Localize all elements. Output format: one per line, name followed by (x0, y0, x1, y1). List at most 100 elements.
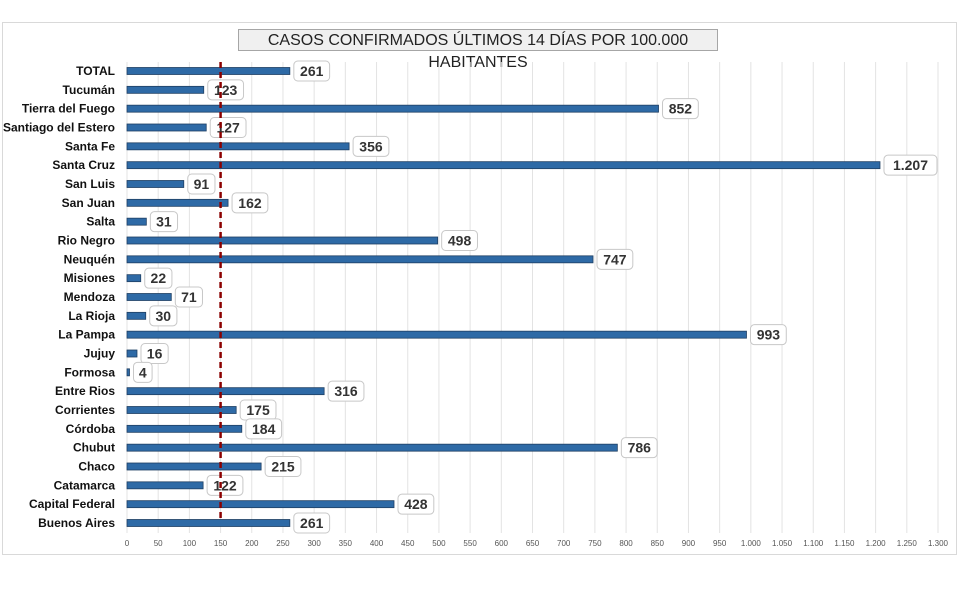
data-label: 852 (669, 101, 693, 117)
data-label: 428 (404, 496, 428, 512)
x-tick-label: 800 (619, 539, 633, 548)
data-label-box (749, 324, 787, 346)
x-tick-label: 600 (495, 539, 509, 548)
x-tick-label: 500 (432, 539, 446, 548)
data-label-box (245, 418, 283, 440)
chart-frame (2, 22, 957, 555)
data-label: 215 (271, 459, 295, 475)
data-label: 498 (448, 233, 472, 249)
data-label: 993 (757, 327, 781, 343)
data-label: 356 (359, 138, 383, 154)
category-label: Misiones (64, 271, 116, 285)
chart-title: CASOS CONFIRMADOS ÚLTIMOS 14 DÍAS POR 10… (238, 29, 718, 71)
category-label: Santa Fe (65, 139, 115, 153)
data-label: 261 (300, 515, 324, 531)
data-label: 1.207 (893, 157, 928, 173)
category-label: Chubut (73, 441, 115, 455)
x-tick-label: 300 (307, 539, 321, 548)
x-tick-label: 450 (401, 539, 415, 548)
x-tick-label: 650 (526, 539, 540, 548)
x-tick-label: 0 (125, 539, 130, 548)
data-label-box (209, 117, 247, 138)
data-label-box (174, 286, 203, 308)
category-label: Tierra del Fuego (22, 102, 115, 116)
category-label: Tucumán (63, 83, 115, 97)
data-label: 162 (238, 195, 262, 211)
bar (126, 161, 881, 170)
bar (126, 274, 142, 283)
data-label: 747 (603, 251, 627, 267)
bar (126, 387, 325, 396)
category-label: Jujuy (84, 347, 116, 361)
data-label-box (149, 305, 178, 327)
data-label: 123 (214, 82, 238, 98)
x-tick-label: 850 (651, 539, 665, 548)
data-label: 31 (156, 214, 172, 230)
category-label: San Luis (65, 177, 115, 191)
data-label: 71 (181, 289, 197, 305)
x-tick-label: 1.200 (866, 539, 887, 548)
category-label: Neuquén (64, 252, 115, 266)
x-tick-label: 1.100 (803, 539, 824, 548)
data-label-box (231, 192, 269, 214)
data-label: 127 (216, 120, 240, 136)
data-label-box (140, 343, 169, 364)
bar (126, 198, 229, 207)
x-tick-label: 550 (463, 539, 477, 548)
bar (126, 104, 659, 113)
category-label: Formosa (64, 365, 115, 379)
data-label-box (207, 79, 245, 101)
x-tick-label: 200 (245, 539, 259, 548)
data-label: 122 (213, 477, 237, 493)
data-label-box (144, 267, 173, 289)
category-label: Santiago del Estero (3, 121, 115, 135)
category-label: Salta (86, 215, 115, 229)
data-label-box (132, 361, 153, 383)
x-tick-label: 950 (713, 539, 727, 548)
data-label: 316 (334, 383, 358, 399)
data-label-box (596, 248, 634, 270)
category-label: La Pampa (58, 328, 115, 342)
bar (126, 406, 237, 414)
bar (126, 443, 618, 452)
x-tick-label: 100 (183, 539, 197, 548)
data-label-box (206, 474, 244, 496)
data-label: 16 (147, 346, 163, 362)
data-label-box (441, 230, 478, 251)
bar (126, 481, 204, 490)
x-tick-label: 1.150 (834, 539, 855, 548)
data-label: 175 (246, 402, 270, 418)
category-label: Corrientes (55, 403, 115, 417)
x-tick-label: 1.050 (772, 539, 793, 548)
data-label-box (352, 135, 390, 157)
bar (126, 255, 594, 264)
bar (126, 462, 262, 471)
data-label-box (187, 173, 216, 195)
x-tick-label: 350 (339, 539, 353, 548)
bar (126, 217, 147, 226)
bar (126, 67, 291, 75)
category-label: Córdoba (66, 422, 116, 436)
data-label-box (149, 211, 179, 233)
data-label: 786 (628, 440, 652, 456)
data-label-box (397, 493, 435, 515)
category-label: Mendoza (64, 290, 116, 304)
bar (126, 85, 205, 94)
category-label: Catamarca (54, 478, 116, 492)
x-tick-label: 250 (276, 539, 290, 548)
bar (126, 500, 395, 509)
category-label: Buenos Aires (38, 516, 115, 530)
bar (126, 349, 138, 358)
bar (126, 311, 147, 320)
bar (126, 330, 747, 339)
data-label: 184 (252, 421, 276, 437)
bar (126, 142, 350, 151)
data-label-box (264, 456, 302, 477)
x-tick-label: 400 (370, 539, 384, 548)
x-tick-label: 50 (154, 539, 163, 548)
category-label: Chaco (78, 460, 115, 474)
data-label-box (662, 98, 699, 120)
data-label-box (293, 60, 331, 82)
category-label: San Juan (62, 196, 115, 210)
